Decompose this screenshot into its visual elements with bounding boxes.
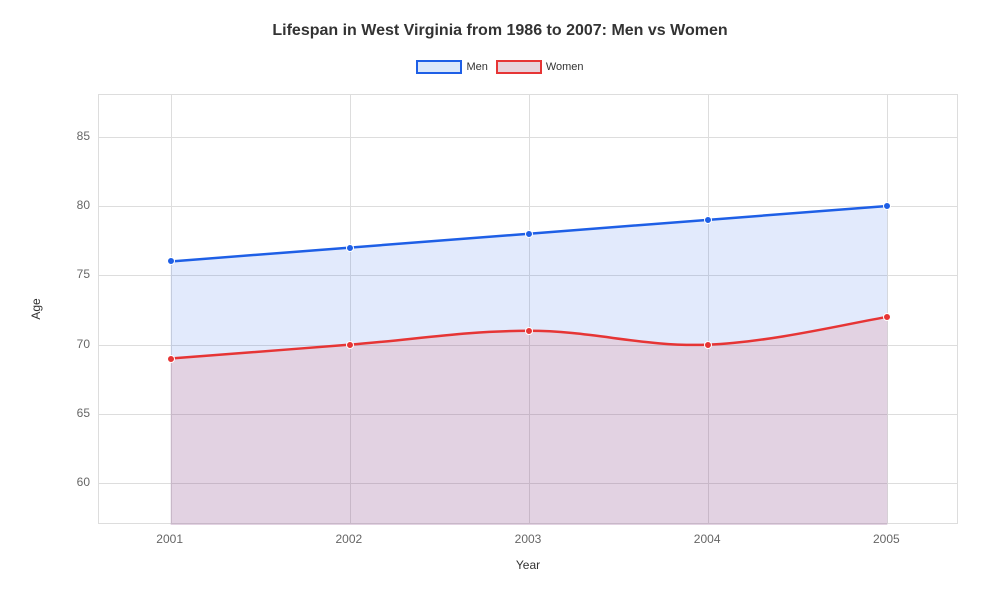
y-axis-label: Age bbox=[29, 298, 43, 319]
y-tick-label: 80 bbox=[64, 198, 90, 212]
legend-item-men[interactable]: Men bbox=[416, 60, 487, 74]
legend-swatch-women bbox=[496, 60, 542, 74]
x-tick-label: 2001 bbox=[156, 532, 183, 546]
x-tick-label: 2005 bbox=[873, 532, 900, 546]
legend-swatch-men bbox=[416, 60, 462, 74]
legend: Men Women bbox=[0, 60, 1000, 74]
data-point-women[interactable] bbox=[525, 327, 533, 335]
legend-label-women: Women bbox=[546, 61, 584, 73]
data-point-women[interactable] bbox=[346, 341, 354, 349]
x-tick-label: 2004 bbox=[694, 532, 721, 546]
y-tick-label: 60 bbox=[64, 475, 90, 489]
data-point-women[interactable] bbox=[167, 355, 175, 363]
chart-title: Lifespan in West Virginia from 1986 to 2… bbox=[0, 22, 1000, 40]
legend-item-women[interactable]: Women bbox=[496, 60, 584, 74]
y-tick-label: 75 bbox=[64, 267, 90, 281]
y-tick-label: 65 bbox=[64, 406, 90, 420]
series-women bbox=[99, 95, 959, 525]
x-tick-label: 2003 bbox=[515, 532, 542, 546]
x-axis-label: Year bbox=[516, 558, 540, 572]
area-women bbox=[171, 317, 888, 525]
plot-area bbox=[98, 94, 958, 524]
y-tick-label: 85 bbox=[64, 129, 90, 143]
data-point-women[interactable] bbox=[704, 341, 712, 349]
y-tick-label: 70 bbox=[64, 337, 90, 351]
legend-label-men: Men bbox=[466, 61, 487, 73]
data-point-women[interactable] bbox=[883, 313, 891, 321]
x-tick-label: 2002 bbox=[335, 532, 362, 546]
